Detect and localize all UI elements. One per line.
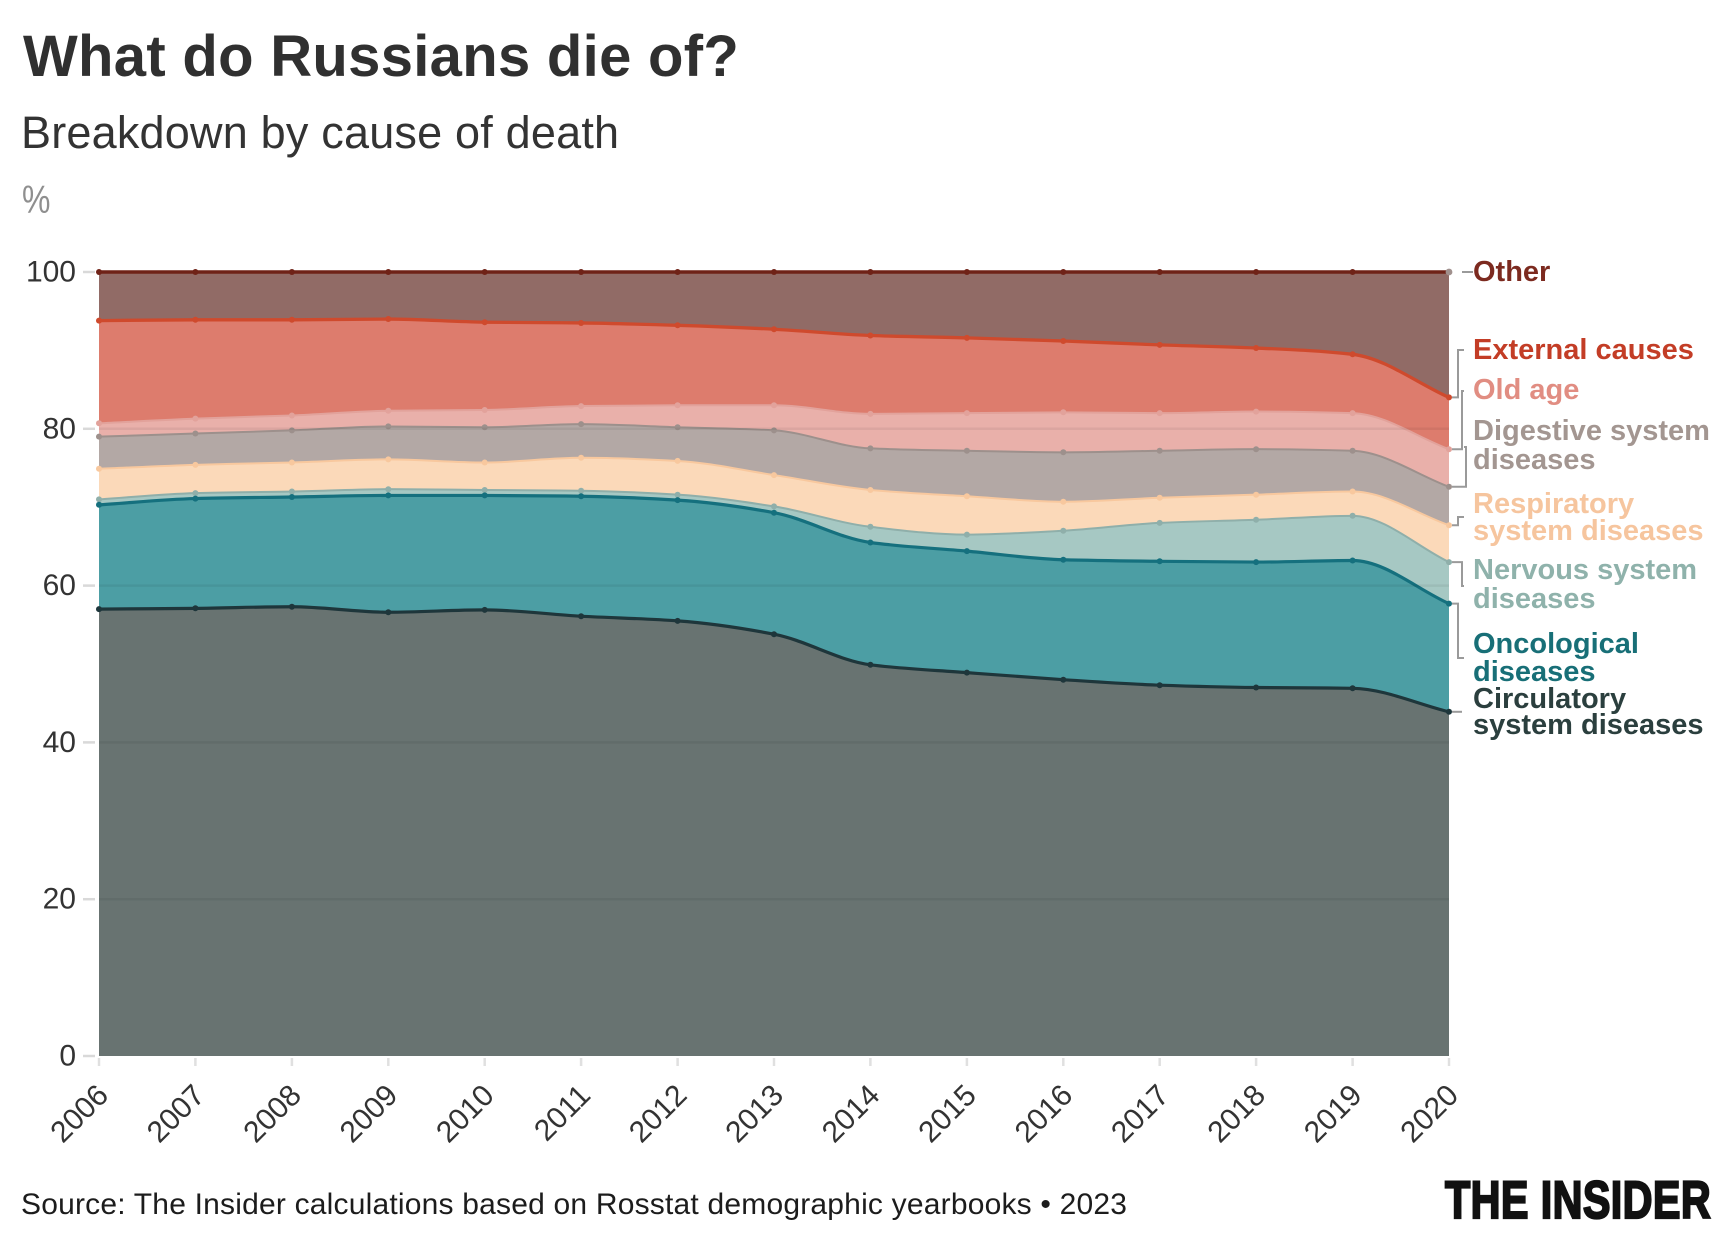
- svg-text:2010: 2010: [430, 1079, 501, 1150]
- svg-text:2020: 2020: [1394, 1079, 1465, 1150]
- svg-text:0: 0: [59, 1040, 76, 1073]
- svg-text:2019: 2019: [1298, 1079, 1369, 1150]
- svg-text:2011: 2011: [528, 1079, 597, 1148]
- svg-text:80: 80: [43, 412, 76, 445]
- svg-text:20: 20: [43, 883, 76, 916]
- svg-text:2009: 2009: [334, 1079, 405, 1150]
- svg-text:2017: 2017: [1105, 1079, 1176, 1150]
- svg-text:2018: 2018: [1202, 1079, 1273, 1150]
- svg-text:2014: 2014: [816, 1079, 887, 1150]
- svg-text:2016: 2016: [1009, 1079, 1080, 1150]
- svg-text:100: 100: [26, 256, 76, 289]
- svg-text:2015: 2015: [912, 1079, 983, 1150]
- svg-text:2013: 2013: [719, 1079, 790, 1150]
- svg-text:2012: 2012: [623, 1079, 694, 1150]
- svg-text:2006: 2006: [44, 1079, 115, 1150]
- svg-text:2008: 2008: [237, 1079, 308, 1150]
- svg-text:2007: 2007: [141, 1079, 212, 1150]
- svg-text:40: 40: [43, 726, 76, 759]
- svg-text:60: 60: [43, 569, 76, 602]
